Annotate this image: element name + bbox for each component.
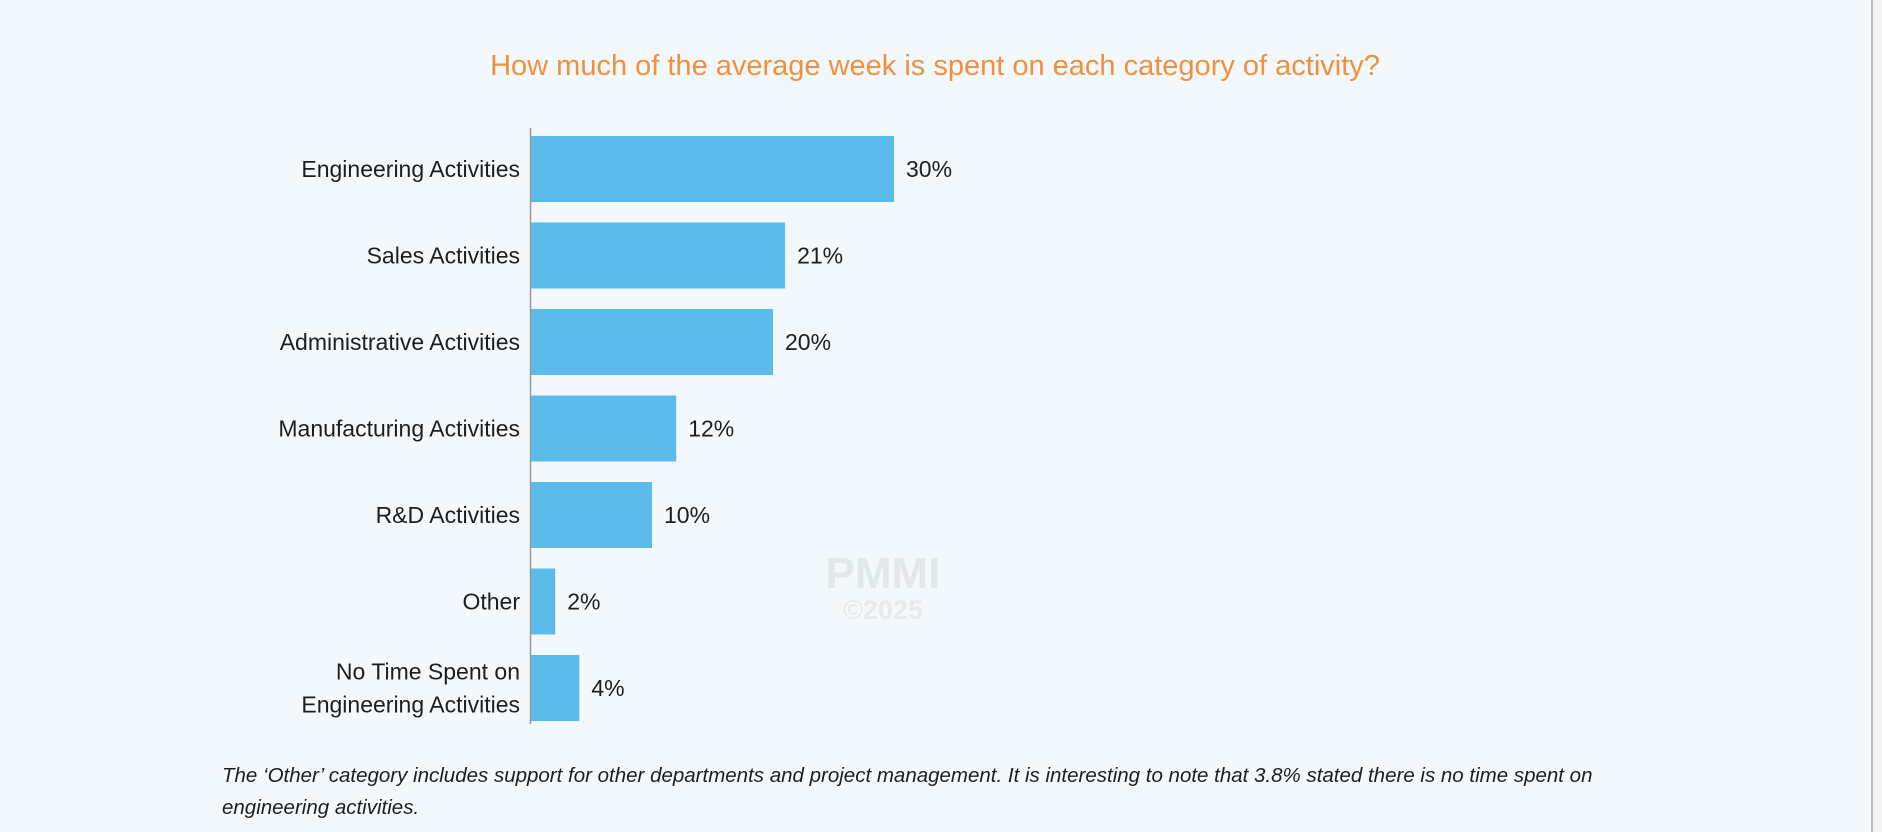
scrollbar-edge <box>1871 0 1882 832</box>
value-label: 21% <box>797 243 843 269</box>
watermark: PMMI ©2025 <box>826 549 941 625</box>
category-label: R&D Activities <box>376 502 520 528</box>
bar <box>531 655 580 721</box>
value-label: 20% <box>785 329 831 355</box>
category-label: Engineering Activities <box>301 692 520 718</box>
bar <box>531 395 677 462</box>
bar <box>531 222 786 289</box>
watermark-copyright: ©2025 <box>843 595 923 625</box>
chart-title: How much of the average week is spent on… <box>490 50 1380 82</box>
value-label: 30% <box>906 156 952 182</box>
bar <box>531 482 652 548</box>
footnote: The ‘Other’ category includes support fo… <box>222 764 1593 819</box>
category-label: No Time Spent on <box>336 659 520 685</box>
category-label: Manufacturing Activities <box>278 416 520 442</box>
watermark-brand: PMMI <box>826 549 941 598</box>
value-label: 4% <box>591 675 624 701</box>
bar <box>531 309 773 375</box>
category-label: Engineering Activities <box>301 156 520 182</box>
bar <box>531 568 556 635</box>
value-label: 12% <box>688 416 734 442</box>
value-label: 10% <box>664 502 710 528</box>
category-label: Sales Activities <box>367 243 520 269</box>
value-label: 2% <box>567 589 600 615</box>
bar <box>531 136 894 202</box>
category-label: Other <box>462 589 520 615</box>
category-label: Administrative Activities <box>280 329 520 355</box>
